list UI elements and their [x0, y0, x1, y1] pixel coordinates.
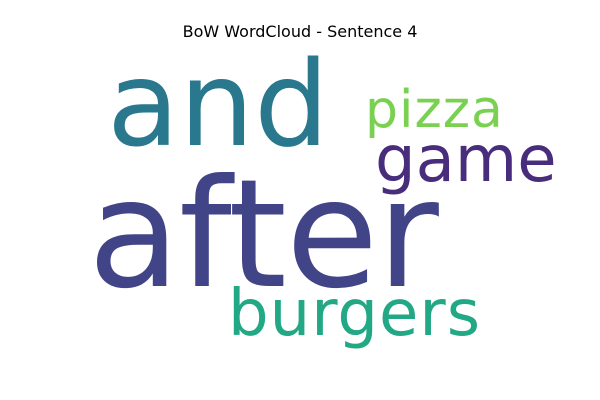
word-burgers: burgers [228, 277, 482, 351]
word-after: after [88, 148, 439, 322]
word-pizza: pizza [365, 80, 504, 140]
figure-title: BoW WordCloud - Sentence 4 [182, 22, 418, 41]
word-and: and [107, 35, 329, 173]
word-game: game [375, 123, 557, 197]
